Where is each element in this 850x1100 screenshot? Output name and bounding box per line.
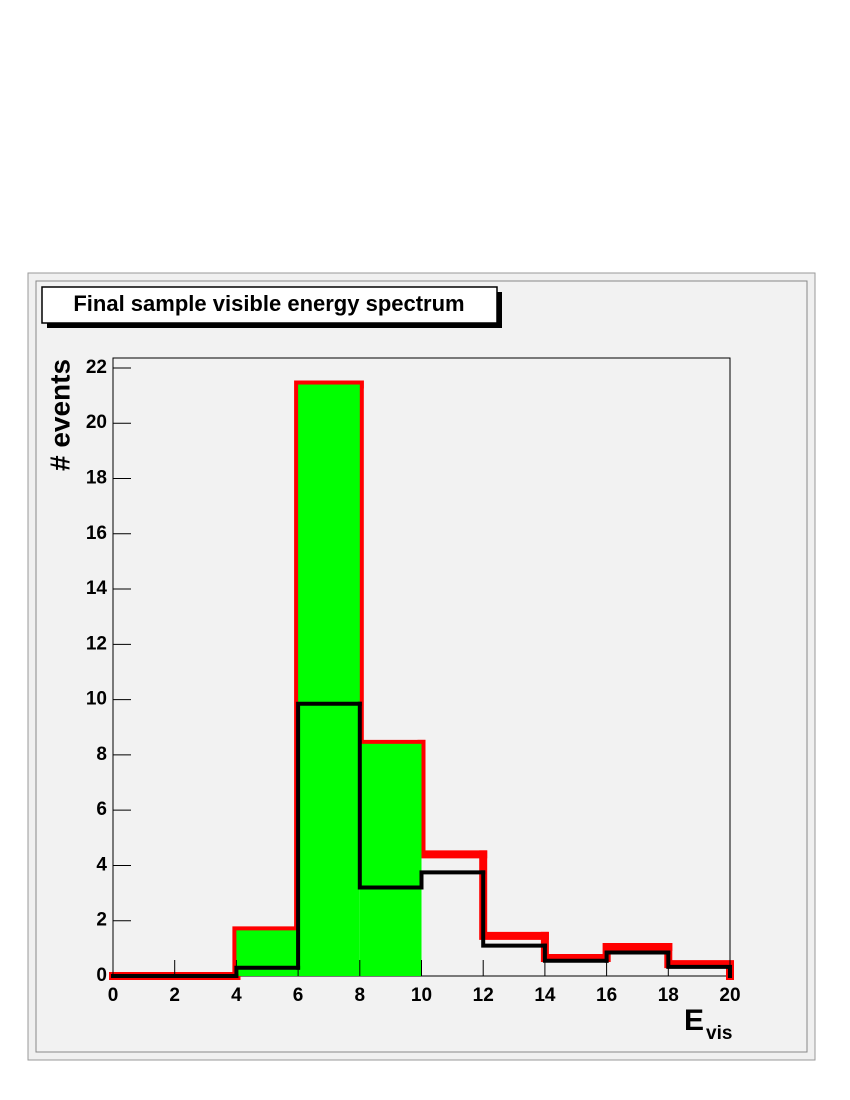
x-tick-label: 0 <box>108 985 119 1006</box>
x-tick-label: 20 <box>719 985 740 1006</box>
y-tick-label: 4 <box>96 854 107 875</box>
x-tick-label: 16 <box>596 985 617 1006</box>
x-axis-label: E <box>684 1004 704 1037</box>
y-tick-label: 6 <box>96 799 107 820</box>
y-tick-label: 12 <box>86 633 107 654</box>
histogram-step <box>296 701 362 970</box>
chart-title: Final sample visible energy spectrum <box>73 291 464 316</box>
y-tick-label: 14 <box>86 578 108 599</box>
y-tick-label: 10 <box>86 689 107 710</box>
x-tick-label: 10 <box>411 985 432 1006</box>
x-tick-label: 18 <box>658 985 679 1006</box>
y-tick-label: 20 <box>86 412 107 433</box>
y-tick-label: 18 <box>86 468 107 489</box>
y-tick-label: 2 <box>96 910 107 931</box>
histogram-bar <box>359 743 422 976</box>
x-tick-label: 6 <box>293 985 304 1006</box>
x-tick-label: 12 <box>473 985 494 1006</box>
y-tick-label: 8 <box>96 744 107 765</box>
x-tick-label: 4 <box>231 985 242 1006</box>
title-box <box>41 286 498 324</box>
y-tick-label: 22 <box>86 357 107 378</box>
histogram-step <box>357 701 424 890</box>
y-tick-label: 16 <box>86 523 107 544</box>
y-tick-label: 0 <box>96 965 107 986</box>
histogram-step <box>604 950 671 963</box>
histogram-bar <box>298 384 360 976</box>
x-tick-label: 8 <box>355 985 366 1006</box>
plot-frame <box>112 357 731 977</box>
plot-area <box>109 380 734 980</box>
x-tick-label: 2 <box>169 985 180 1006</box>
histogram-step <box>481 870 547 948</box>
histogram-step <box>419 870 486 890</box>
y-axis-label: # events <box>44 359 75 471</box>
x-axis-label-sub: vis <box>706 1023 732 1044</box>
x-tick-label: 14 <box>534 985 556 1006</box>
